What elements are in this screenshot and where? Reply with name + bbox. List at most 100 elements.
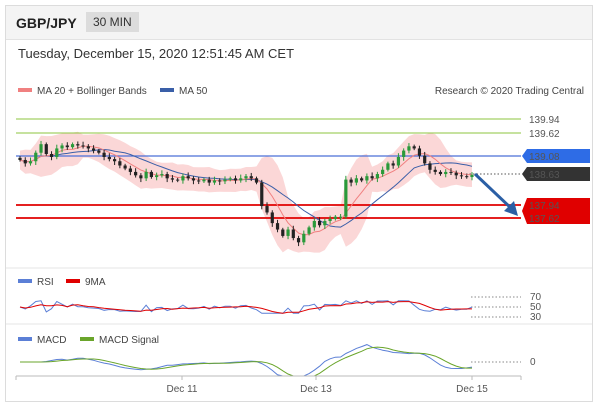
candle-body: [270, 212, 274, 224]
candle-body: [328, 218, 332, 221]
candle-body: [228, 178, 232, 180]
candle-body: [144, 171, 148, 179]
candle-body: [165, 174, 169, 179]
candle-body: [444, 171, 448, 175]
timeframe-button[interactable]: 30 MIN: [86, 12, 139, 32]
macd-line: [20, 344, 473, 377]
candle-body: [417, 148, 422, 156]
ma20-legend-swatch: [18, 88, 32, 92]
candles: [18, 140, 474, 247]
candle-body: [23, 159, 27, 164]
candle-body: [296, 238, 301, 243]
ma50-legend-swatch: [160, 88, 174, 92]
rsi-tick-30: 30: [530, 312, 542, 323]
resistance-tag: [522, 149, 590, 163]
candle-body: [155, 175, 159, 178]
candle-body: [370, 176, 374, 179]
candle-body: [118, 161, 122, 166]
rsi-ma-legend-label: 9MA: [85, 277, 106, 288]
candle-body: [360, 178, 364, 181]
macd-legend-swatch: [18, 337, 32, 341]
x-tick-dec11: Dec 11: [167, 384, 198, 395]
candle-body: [312, 220, 316, 228]
current-price-tag: [522, 167, 590, 181]
x-tick-dec13: Dec 13: [300, 384, 332, 395]
candle-body: [402, 150, 406, 157]
macd-signal-line: [20, 346, 472, 377]
candle-body: [333, 216, 337, 219]
macd-signal-legend-swatch: [80, 337, 94, 341]
candle-body: [34, 152, 38, 162]
candle-body: [428, 163, 432, 170]
candle-body: [365, 176, 369, 181]
candle-body: [459, 175, 464, 177]
candle-body: [454, 172, 458, 176]
support-tag: [522, 198, 590, 224]
candle-body: [349, 179, 353, 183]
candle-body: [249, 176, 253, 179]
candle-body: [49, 153, 54, 157]
price-chart: MA 20 + Bollinger Bands MA 50 Research ©…: [6, 86, 592, 395]
candle-body: [354, 178, 358, 183]
candle-body: [339, 216, 343, 218]
candle-body: [113, 159, 117, 162]
candle-body: [470, 174, 474, 178]
candle-body: [107, 156, 111, 160]
candle-body: [281, 229, 285, 236]
forecast-arrowhead: [504, 201, 518, 216]
rsi-line: [19, 300, 473, 314]
symbol-label: GBP/JPY: [16, 15, 77, 31]
macd-legend-label: MACD: [37, 335, 66, 346]
candle-body: [244, 176, 248, 179]
candle-body: [218, 180, 222, 182]
candle-body: [391, 163, 395, 166]
candle-body: [275, 223, 280, 230]
candle-body: [128, 168, 132, 172]
candle-body: [55, 148, 59, 157]
candle-body: [407, 146, 411, 151]
candle-body: [197, 180, 201, 182]
candle-body: [423, 155, 427, 164]
candle-body: [291, 229, 295, 239]
candle-body: [139, 175, 143, 179]
macd-tick-0: 0: [530, 357, 536, 368]
candle-body: [97, 150, 101, 153]
rsi-tick-50: 50: [530, 302, 542, 313]
candle-body: [18, 157, 22, 160]
candle-body: [317, 220, 322, 226]
rsi-ma-legend-swatch: [66, 279, 80, 283]
candle-body: [286, 229, 290, 236]
macd-signal-legend-label: MACD Signal: [99, 335, 159, 346]
rsi-ma-line: [19, 301, 472, 314]
candle-body: [123, 165, 127, 169]
candle-body: [302, 233, 306, 243]
candle-body: [438, 171, 443, 175]
rsi-legend-swatch: [18, 279, 32, 283]
candle-body: [323, 220, 327, 226]
candle-body: [381, 169, 385, 175]
candle-body: [396, 156, 401, 166]
chart-widget: GBP/JPY 30 MIN Tuesday, December 15, 202…: [5, 5, 593, 402]
x-tick-dec15: Dec 15: [456, 384, 488, 395]
candle-body: [102, 152, 106, 157]
candle-body: [465, 176, 469, 178]
resistance-label: 139.08: [529, 152, 560, 163]
candle-body: [65, 145, 69, 148]
candle-body: [60, 145, 64, 149]
candle-body: [412, 146, 416, 149]
candle-body: [176, 179, 180, 181]
support-label-2: 137.62: [529, 214, 560, 225]
candle-body: [233, 178, 238, 181]
candle-body: [91, 148, 96, 151]
candle-body: [202, 179, 206, 182]
candle-body: [207, 179, 211, 183]
target-label-1: 139.94: [529, 115, 560, 126]
candle-body: [70, 144, 75, 148]
candle-body: [149, 171, 153, 178]
candle-body: [260, 182, 264, 207]
candle-body: [39, 144, 43, 153]
candle-body: [86, 146, 90, 149]
rsi-legend-label: RSI: [37, 277, 54, 288]
candle-body: [160, 174, 164, 176]
candle-body: [386, 163, 390, 170]
